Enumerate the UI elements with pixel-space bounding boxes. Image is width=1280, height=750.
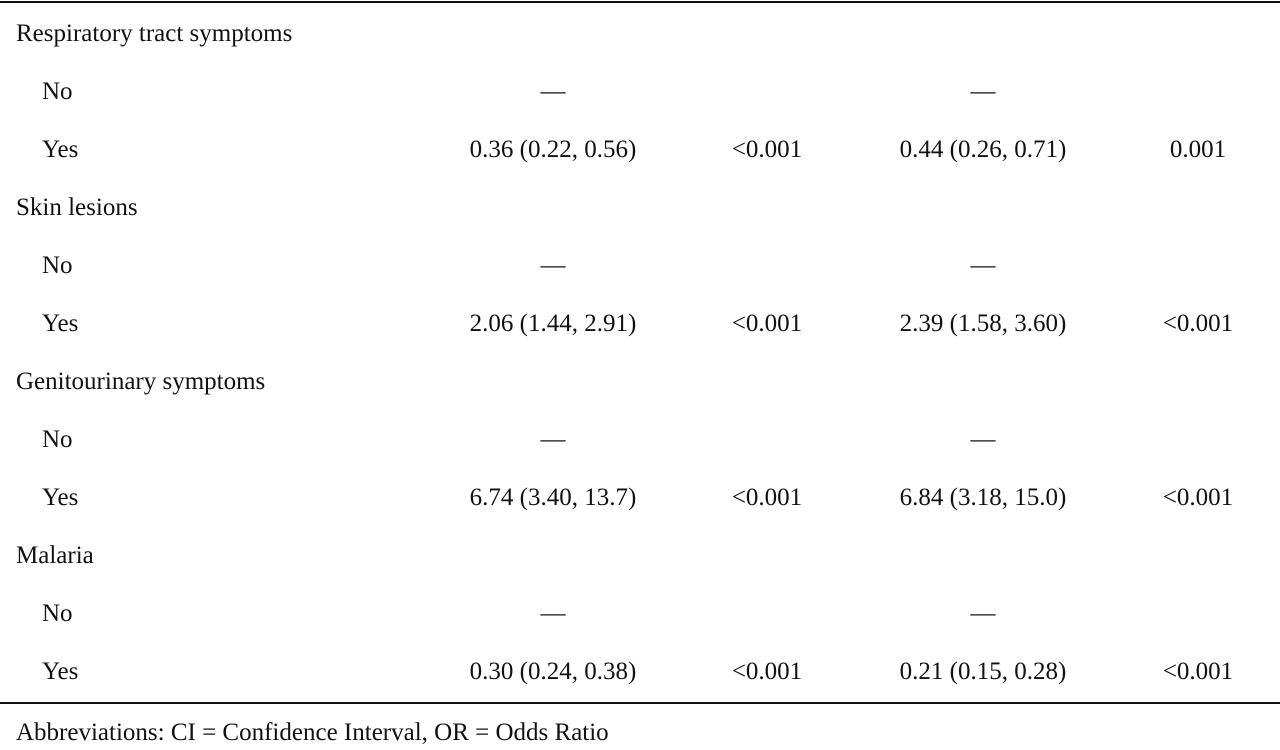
- table-row: Yes 2.06 (1.44, 2.91) <0.001 2.39 (1.58,…: [0, 295, 1280, 353]
- p-value-cell-2: <0.001: [1162, 658, 1234, 685]
- p-value-cell-2: <0.001: [1162, 484, 1234, 511]
- table-row: No — —: [0, 585, 1280, 643]
- level-label: No: [42, 252, 73, 279]
- or-cell-1: —: [540, 78, 566, 105]
- p-value-cell-1: <0.001: [731, 310, 803, 337]
- or-cell-1: —: [540, 252, 566, 279]
- p-value-cell-1: <0.001: [731, 136, 803, 163]
- or-cell-1: —: [540, 600, 566, 627]
- p-value-cell-1: <0.001: [731, 658, 803, 685]
- p-value-cell-2: 0.001: [1169, 136, 1227, 163]
- or-cell-2: 0.21 (0.15, 0.28): [899, 658, 1067, 685]
- table-top-rule: [0, 1, 1280, 3]
- or-cell-1: 0.30 (0.24, 0.38): [469, 658, 637, 685]
- p-value-cell-2: <0.001: [1162, 310, 1234, 337]
- table-bottom-rule: [0, 702, 1280, 704]
- p-value-cell-1: <0.001: [731, 484, 803, 511]
- or-cell-2: 6.84 (3.18, 15.0): [899, 484, 1067, 511]
- level-label: Yes: [42, 658, 79, 685]
- group-label: Respiratory tract symptoms: [16, 20, 293, 47]
- or-cell-2: 0.44 (0.26, 0.71): [899, 136, 1067, 163]
- group-label: Genitourinary symptoms: [16, 368, 266, 395]
- table-row: No — —: [0, 237, 1280, 295]
- or-cell-2: —: [970, 426, 996, 453]
- level-label: No: [42, 426, 73, 453]
- table-row-group: Genitourinary symptoms: [0, 353, 1280, 411]
- or-cell-2: —: [970, 78, 996, 105]
- group-label: Malaria: [16, 542, 94, 569]
- or-cell-2: 2.39 (1.58, 3.60): [899, 310, 1067, 337]
- level-label: No: [42, 600, 73, 627]
- or-cell-1: 2.06 (1.44, 2.91): [469, 310, 637, 337]
- level-label: No: [42, 78, 73, 105]
- table-row: No — —: [0, 411, 1280, 469]
- level-label: Yes: [42, 136, 79, 163]
- table-row-group: Skin lesions: [0, 179, 1280, 237]
- or-cell-2: —: [970, 600, 996, 627]
- level-label: Yes: [42, 484, 79, 511]
- or-cell-1: 0.36 (0.22, 0.56): [469, 136, 637, 163]
- or-cell-1: —: [540, 426, 566, 453]
- table-row: No — —: [0, 63, 1280, 121]
- group-label: Skin lesions: [16, 194, 138, 221]
- or-cell-1: 6.74 (3.40, 13.7): [469, 484, 637, 511]
- table-row: Yes 6.74 (3.40, 13.7) <0.001 6.84 (3.18,…: [0, 469, 1280, 527]
- table-row: Yes 0.30 (0.24, 0.38) <0.001 0.21 (0.15,…: [0, 643, 1280, 701]
- table-row-group: Malaria: [0, 527, 1280, 585]
- table-row-group: Respiratory tract symptoms: [0, 5, 1280, 63]
- level-label: Yes: [42, 310, 79, 337]
- table-row: Yes 0.36 (0.22, 0.56) <0.001 0.44 (0.26,…: [0, 121, 1280, 179]
- table-footnote: Abbreviations: CI = Confidence Interval,…: [16, 719, 609, 746]
- or-cell-2: —: [970, 252, 996, 279]
